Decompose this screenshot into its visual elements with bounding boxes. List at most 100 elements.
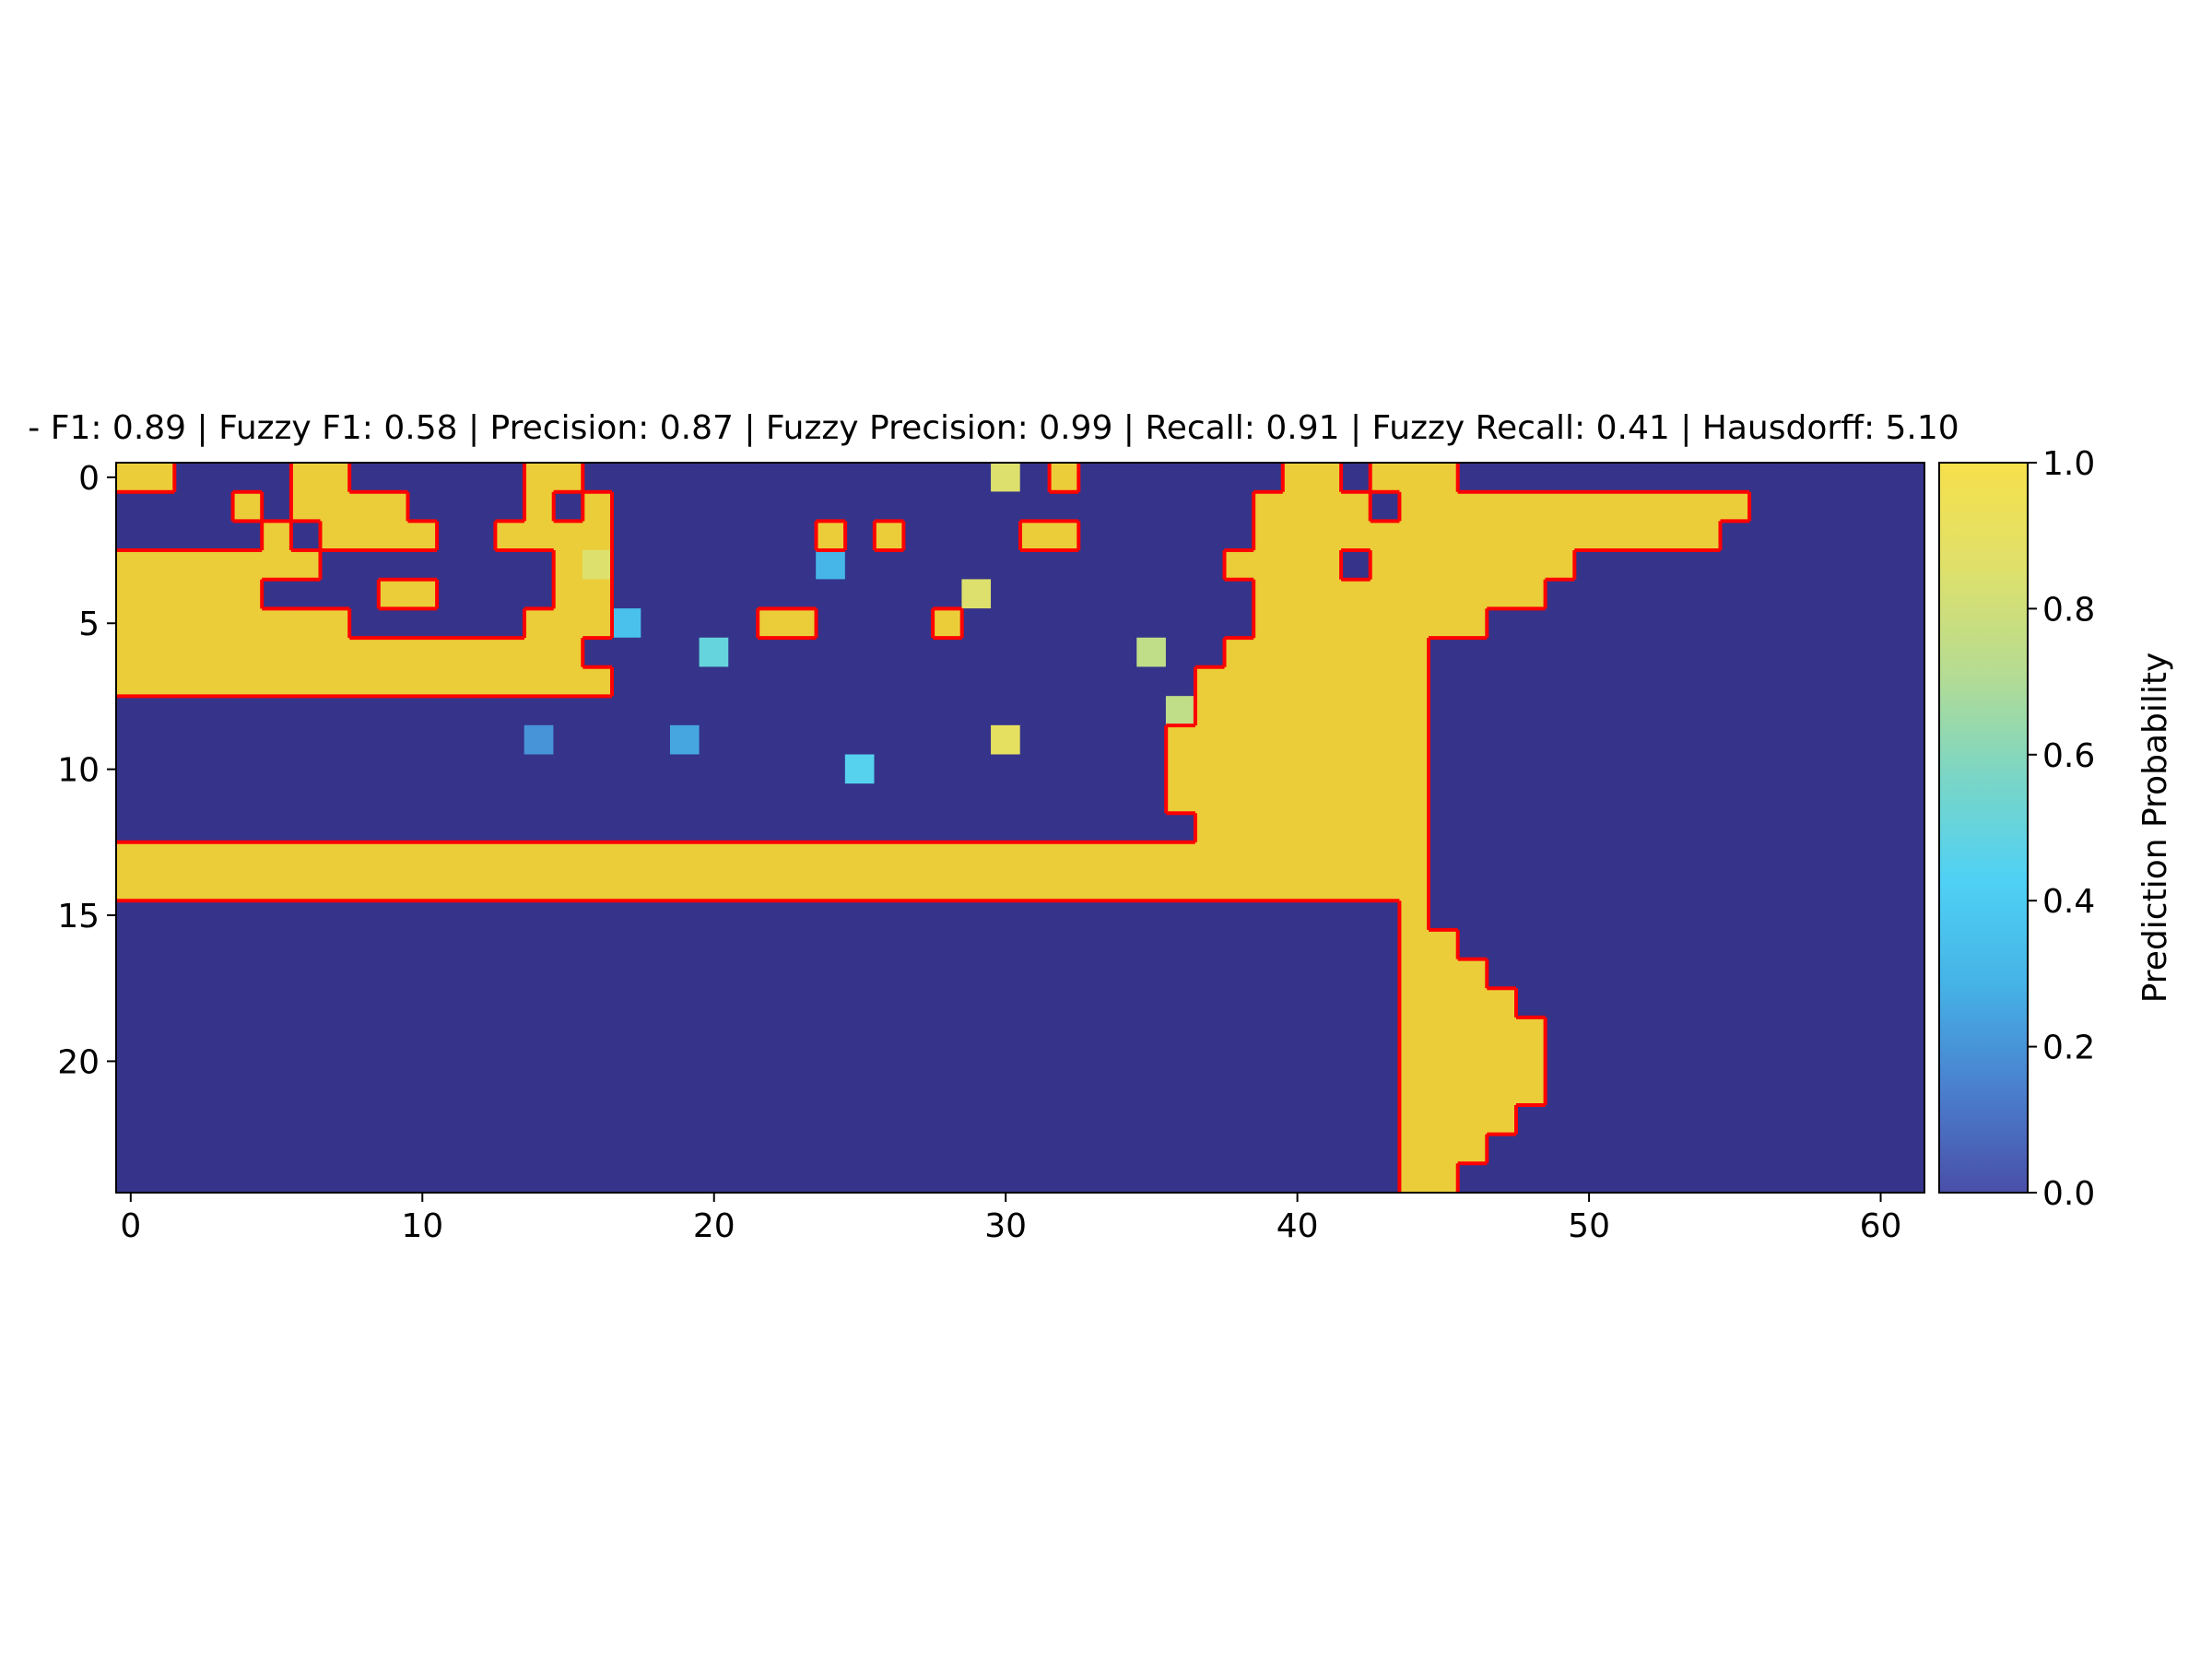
heatmap-cell bbox=[1253, 666, 1284, 697]
heatmap-cell bbox=[553, 929, 583, 959]
heatmap-cell bbox=[1340, 812, 1371, 843]
heatmap-cell bbox=[728, 696, 759, 726]
heatmap-cell bbox=[728, 1046, 759, 1077]
heatmap-cell bbox=[1573, 1163, 1605, 1194]
heatmap-cell bbox=[1807, 637, 1838, 668]
heatmap-cell bbox=[145, 1017, 175, 1047]
y-tick-label: 5 bbox=[78, 606, 100, 643]
heatmap-cell bbox=[1340, 1134, 1371, 1164]
chart-title: - F1: 0.89 | Fuzzy F1: 0.58 | Precision:… bbox=[28, 409, 1959, 447]
heatmap-cell bbox=[1632, 1075, 1663, 1106]
heatmap-cell bbox=[903, 521, 934, 551]
heatmap-cell bbox=[1224, 959, 1254, 989]
heatmap-cell bbox=[1312, 987, 1342, 1018]
heatmap-cell bbox=[232, 841, 263, 872]
heatmap-cell bbox=[495, 871, 525, 901]
heatmap-cell bbox=[1573, 1075, 1605, 1106]
heatmap-cell bbox=[874, 637, 904, 668]
heatmap-cell bbox=[816, 754, 846, 784]
heatmap-cell bbox=[203, 871, 233, 901]
heatmap-cell bbox=[1690, 871, 1721, 901]
heatmap-cell bbox=[1515, 871, 1546, 901]
heatmap-cell bbox=[1253, 1046, 1284, 1077]
heatmap-cell bbox=[786, 987, 817, 1018]
heatmap-cell bbox=[1282, 929, 1312, 959]
heatmap-cell bbox=[1487, 1017, 1517, 1047]
heatmap-cell bbox=[465, 871, 496, 901]
heatmap-cell bbox=[436, 637, 467, 668]
heatmap-cell bbox=[1661, 959, 1692, 989]
heatmap-cell bbox=[465, 521, 496, 551]
heatmap-cell bbox=[173, 783, 205, 814]
heatmap-cell bbox=[1690, 491, 1721, 522]
heatmap-cell bbox=[1399, 783, 1430, 814]
heatmap-cell bbox=[728, 666, 759, 697]
heatmap-cell bbox=[1487, 783, 1517, 814]
heatmap-cell bbox=[495, 579, 525, 609]
heatmap-cell bbox=[611, 462, 641, 492]
heatmap-cell bbox=[1224, 462, 1254, 492]
heatmap-cell bbox=[728, 637, 759, 668]
heatmap-cell bbox=[1545, 579, 1575, 609]
heatmap-cell bbox=[1077, 579, 1109, 609]
heatmap-cell bbox=[553, 754, 583, 784]
heatmap-cell bbox=[611, 1134, 641, 1164]
heatmap-cell bbox=[932, 491, 963, 522]
heatmap-cell bbox=[1807, 579, 1838, 609]
heatmap-cell bbox=[1224, 521, 1254, 551]
heatmap-cell bbox=[1107, 1104, 1137, 1135]
x-tick-label: 10 bbox=[401, 1207, 443, 1245]
heatmap-cell bbox=[261, 1134, 292, 1164]
heatmap-cell bbox=[1370, 871, 1400, 901]
heatmap-cell bbox=[1077, 491, 1109, 522]
heatmap-cell bbox=[1136, 1163, 1167, 1194]
heatmap-cell bbox=[378, 959, 408, 989]
heatmap-cell bbox=[1428, 1104, 1458, 1135]
heatmap-cell bbox=[1807, 812, 1838, 843]
heatmap-cell bbox=[465, 1046, 496, 1077]
heatmap-cell bbox=[611, 696, 641, 726]
heatmap-cell bbox=[145, 666, 175, 697]
heatmap-cell bbox=[1895, 608, 1925, 639]
heatmap-cell bbox=[495, 929, 525, 959]
heatmap-cell bbox=[1194, 579, 1225, 609]
heatmap-cell bbox=[1428, 783, 1458, 814]
heatmap-cell bbox=[1515, 696, 1546, 726]
heatmap-cell bbox=[1049, 549, 1079, 581]
heatmap-cell bbox=[1282, 521, 1312, 551]
heatmap-cell bbox=[1545, 987, 1575, 1018]
heatmap-cell bbox=[407, 608, 438, 639]
heatmap-cell bbox=[757, 1046, 788, 1077]
heatmap-cell bbox=[203, 491, 233, 522]
heatmap-cell bbox=[961, 929, 992, 959]
heatmap-cell bbox=[991, 987, 1021, 1018]
heatmap-cell bbox=[378, 1075, 408, 1106]
heatmap-cell bbox=[611, 812, 641, 843]
heatmap-cell bbox=[641, 1163, 671, 1194]
heatmap-cell bbox=[1428, 1046, 1458, 1077]
heatmap-cell bbox=[1165, 724, 1196, 756]
heatmap-cell bbox=[1807, 1075, 1838, 1106]
heatmap-cell bbox=[1457, 462, 1488, 492]
heatmap-cell bbox=[1720, 929, 1750, 959]
heatmap-cell bbox=[786, 579, 817, 609]
heatmap-cell bbox=[1778, 724, 1808, 756]
heatmap-cell bbox=[932, 521, 963, 551]
heatmap-cell bbox=[757, 521, 788, 551]
heatmap-cell bbox=[669, 871, 700, 901]
heatmap-cell bbox=[348, 462, 380, 492]
heatmap-cell bbox=[699, 871, 729, 901]
heatmap-cell bbox=[465, 841, 496, 872]
heatmap-cell bbox=[495, 724, 525, 756]
heatmap-cell bbox=[728, 521, 759, 551]
heatmap-cell bbox=[1136, 871, 1167, 901]
heatmap-cell bbox=[961, 608, 992, 639]
heatmap-cell bbox=[436, 491, 467, 522]
heatmap-cell bbox=[844, 987, 876, 1018]
heatmap-cell bbox=[1428, 871, 1458, 901]
heatmap-cell bbox=[1077, 608, 1109, 639]
heatmap-cell bbox=[641, 608, 671, 639]
heatmap-cell bbox=[903, 608, 934, 639]
heatmap-cell bbox=[1077, 1104, 1109, 1135]
heatmap-cell bbox=[786, 608, 817, 639]
